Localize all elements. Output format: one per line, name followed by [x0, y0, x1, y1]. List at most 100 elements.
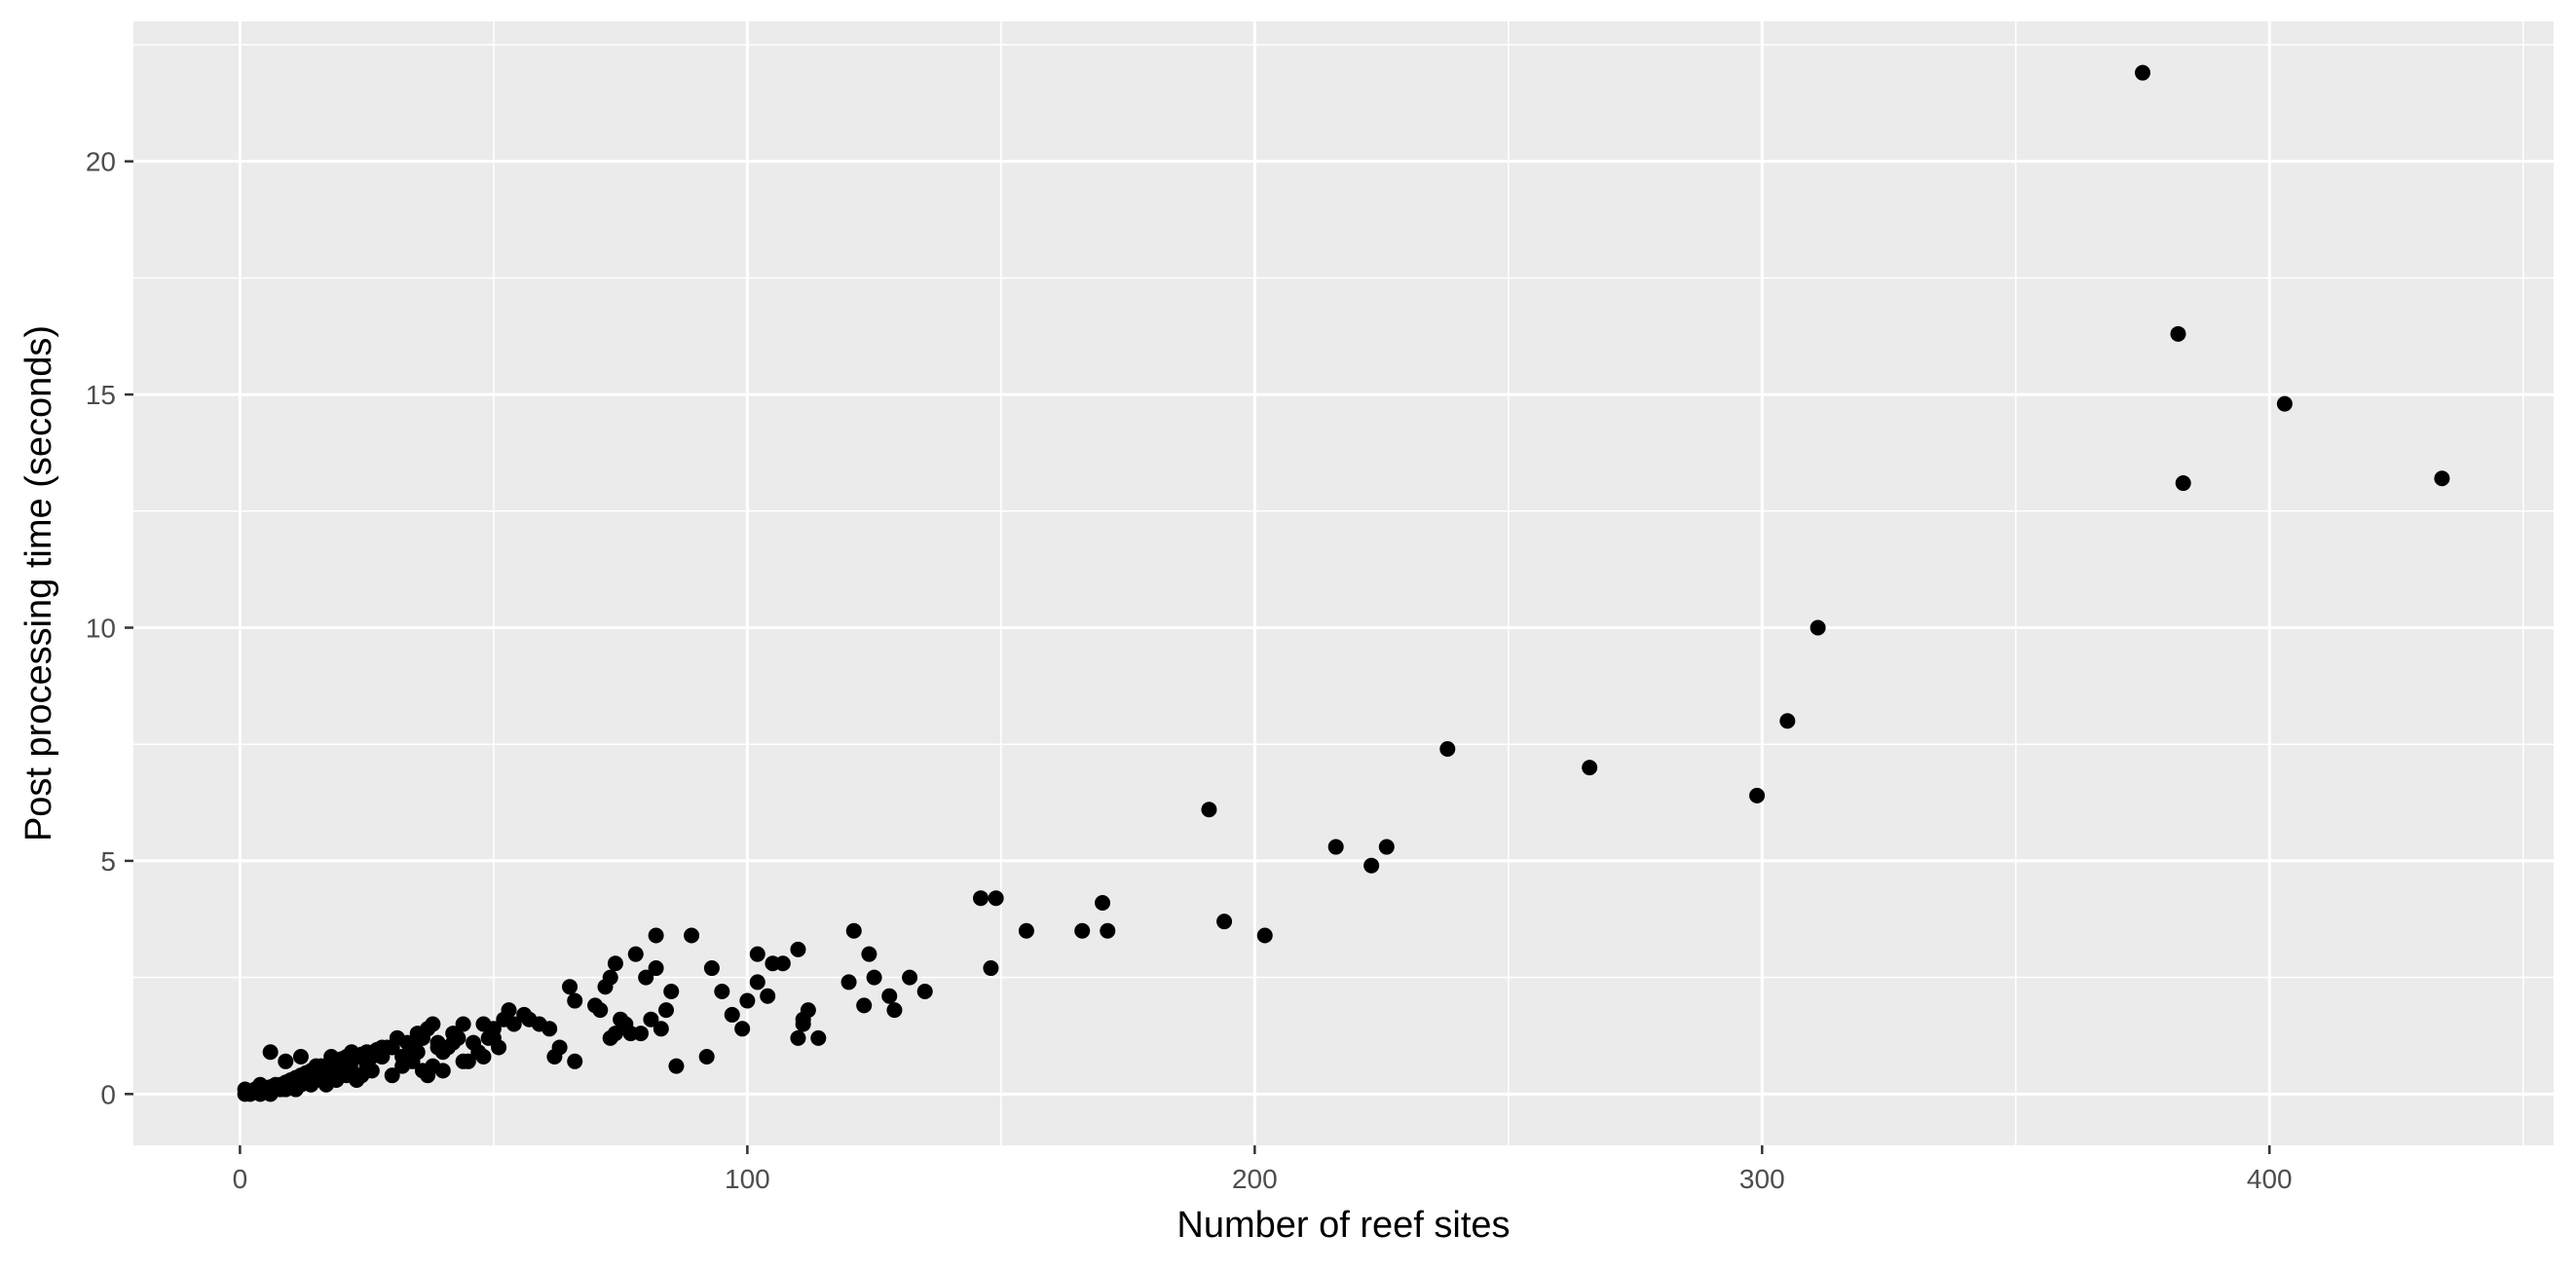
data-point: [845, 922, 862, 939]
data-point: [1216, 914, 1233, 930]
data-point: [607, 955, 623, 972]
data-point: [1327, 839, 1344, 855]
plot-panel: [133, 21, 2554, 1145]
data-point: [475, 1049, 492, 1065]
data-point: [698, 1049, 715, 1065]
data-point: [1378, 839, 1395, 855]
data-point: [597, 979, 614, 995]
data-point: [886, 1002, 903, 1019]
data-point: [703, 960, 720, 977]
data-point: [292, 1049, 309, 1065]
data-point: [567, 1053, 583, 1069]
data-point: [724, 1006, 740, 1023]
x-tick-label: 200: [1232, 1164, 1278, 1194]
x-tick-label: 400: [2247, 1164, 2293, 1194]
data-point: [902, 969, 918, 986]
data-point: [658, 1002, 675, 1019]
data-point: [627, 946, 644, 962]
data-point: [1095, 895, 1111, 912]
data-point: [1018, 922, 1034, 939]
data-point: [1363, 857, 1380, 874]
data-point: [617, 1016, 634, 1032]
x-tick-label: 0: [233, 1164, 248, 1194]
data-point: [344, 1044, 360, 1061]
data-point: [790, 1029, 806, 1046]
data-point: [983, 960, 999, 977]
data-point: [567, 992, 583, 1009]
data-point: [429, 1034, 446, 1051]
data-point: [592, 1002, 609, 1019]
data-point: [795, 1011, 811, 1027]
data-point: [861, 946, 877, 962]
data-point: [1074, 922, 1091, 939]
data-point: [668, 1058, 685, 1074]
data-point: [653, 1021, 669, 1037]
data-point: [2170, 325, 2186, 342]
data-point: [643, 1011, 659, 1027]
data-point: [648, 927, 664, 944]
data-point: [455, 1016, 471, 1032]
y-tick-label: 15: [86, 380, 116, 410]
data-point: [1749, 787, 1766, 803]
x-tick-label: 100: [725, 1164, 770, 1194]
data-point: [2175, 475, 2191, 492]
data-point: [638, 969, 654, 986]
y-axis-ticks: 0 5 10 15 20: [86, 147, 133, 1109]
y-tick-label: 20: [86, 147, 116, 177]
data-point: [973, 890, 989, 907]
data-point: [475, 1016, 492, 1032]
data-point: [866, 969, 882, 986]
x-tick-label: 300: [1739, 1164, 1785, 1194]
data-point: [262, 1044, 279, 1061]
data-point: [684, 927, 700, 944]
data-point: [409, 1026, 426, 1042]
data-point: [374, 1049, 391, 1065]
data-point: [663, 983, 680, 999]
data-point: [1201, 802, 1217, 818]
data-point: [1582, 760, 1598, 776]
y-axis-title: Post processing time (seconds): [19, 325, 59, 841]
data-point: [714, 983, 730, 999]
data-point: [308, 1058, 324, 1074]
data-point: [1810, 619, 1826, 636]
data-point: [1779, 713, 1796, 729]
data-point: [648, 960, 664, 977]
data-point: [2276, 395, 2293, 412]
data-point: [389, 1029, 405, 1046]
x-axis-title: Number of reef sites: [1176, 1205, 1510, 1246]
data-point: [384, 1067, 400, 1084]
data-point: [856, 997, 873, 1014]
data-point: [749, 946, 765, 962]
data-point: [496, 1011, 512, 1027]
data-point: [840, 974, 857, 990]
data-point: [2135, 64, 2151, 81]
data-points: [237, 64, 2450, 1102]
y-tick-label: 5: [100, 846, 116, 877]
major-gridlines: [133, 21, 2554, 1145]
data-point: [455, 1053, 471, 1069]
x-axis-ticks: 0 100 200 300 400: [233, 1145, 2293, 1194]
y-tick-label: 10: [86, 613, 116, 643]
data-point: [810, 1029, 827, 1046]
data-point: [2434, 470, 2450, 487]
data-point: [516, 1006, 533, 1023]
data-point: [881, 988, 898, 1004]
data-point: [562, 979, 579, 995]
data-point: [774, 955, 791, 972]
data-point: [790, 941, 806, 957]
data-point: [358, 1053, 375, 1069]
data-point: [1100, 922, 1116, 939]
minor-gridlines: [133, 21, 2554, 1145]
data-point: [1439, 740, 1456, 757]
data-point: [760, 988, 776, 1004]
data-point: [420, 1067, 436, 1084]
data-point: [739, 992, 756, 1009]
data-point: [916, 983, 933, 999]
data-point: [394, 1058, 411, 1074]
data-point: [602, 1029, 618, 1046]
data-point: [445, 1026, 462, 1042]
data-point: [323, 1049, 340, 1065]
data-point: [491, 1039, 507, 1056]
data-point: [749, 974, 765, 990]
